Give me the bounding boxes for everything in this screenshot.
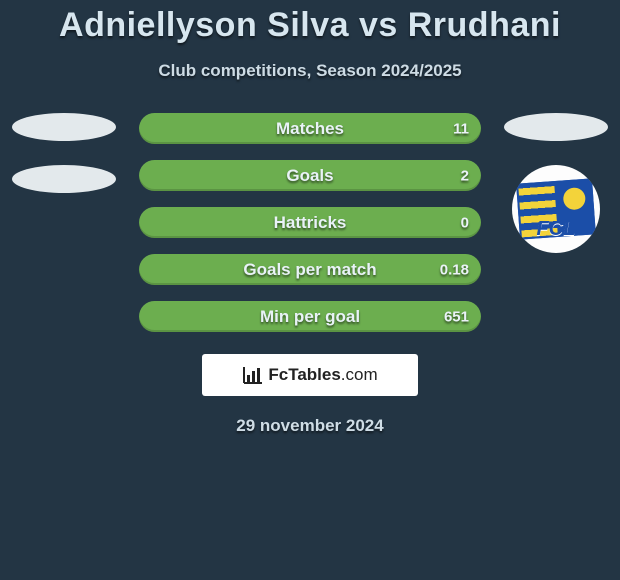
player-placeholder-icon (504, 113, 608, 141)
stat-right-value: 11 (453, 120, 469, 137)
stat-label: Goals per match (243, 260, 376, 280)
comparison-body: FCL Matches 11 Goals 2 Hattricks 0 Goals (0, 113, 620, 436)
stat-bar-hattricks: Hattricks 0 (139, 207, 481, 238)
left-player-column (4, 113, 124, 193)
brand-attribution[interactable]: FcTables.com (202, 354, 418, 396)
stat-right-value: 651 (444, 308, 469, 325)
stat-bar-min-per-goal: Min per goal 651 (139, 301, 481, 332)
stat-label: Goals (286, 166, 333, 186)
stat-label: Matches (276, 119, 344, 139)
stat-label: Min per goal (260, 307, 360, 327)
stat-bars: Matches 11 Goals 2 Hattricks 0 Goals per… (139, 113, 481, 332)
club-badge: FCL (512, 165, 600, 253)
brand-text: FcTables.com (268, 365, 377, 385)
player-placeholder-icon (12, 113, 116, 141)
club-initials: FCL (537, 218, 576, 241)
bar-chart-icon (242, 365, 264, 385)
stat-right-value: 2 (461, 167, 469, 184)
subtitle: Club competitions, Season 2024/2025 (0, 61, 620, 81)
stat-label: Hattricks (274, 213, 347, 233)
snapshot-date: 29 november 2024 (0, 416, 620, 436)
page-title: Adniellyson Silva vs Rrudhani (0, 6, 620, 45)
stat-bar-matches: Matches 11 (139, 113, 481, 144)
stat-right-value: 0 (461, 214, 469, 231)
stat-bar-goals: Goals 2 (139, 160, 481, 191)
right-player-column: FCL (496, 113, 616, 253)
comparison-card: Adniellyson Silva vs Rrudhani Club compe… (0, 0, 620, 436)
club-placeholder-icon (12, 165, 116, 193)
stat-right-value: 0.18 (440, 261, 469, 278)
stat-bar-goals-per-match: Goals per match 0.18 (139, 254, 481, 285)
